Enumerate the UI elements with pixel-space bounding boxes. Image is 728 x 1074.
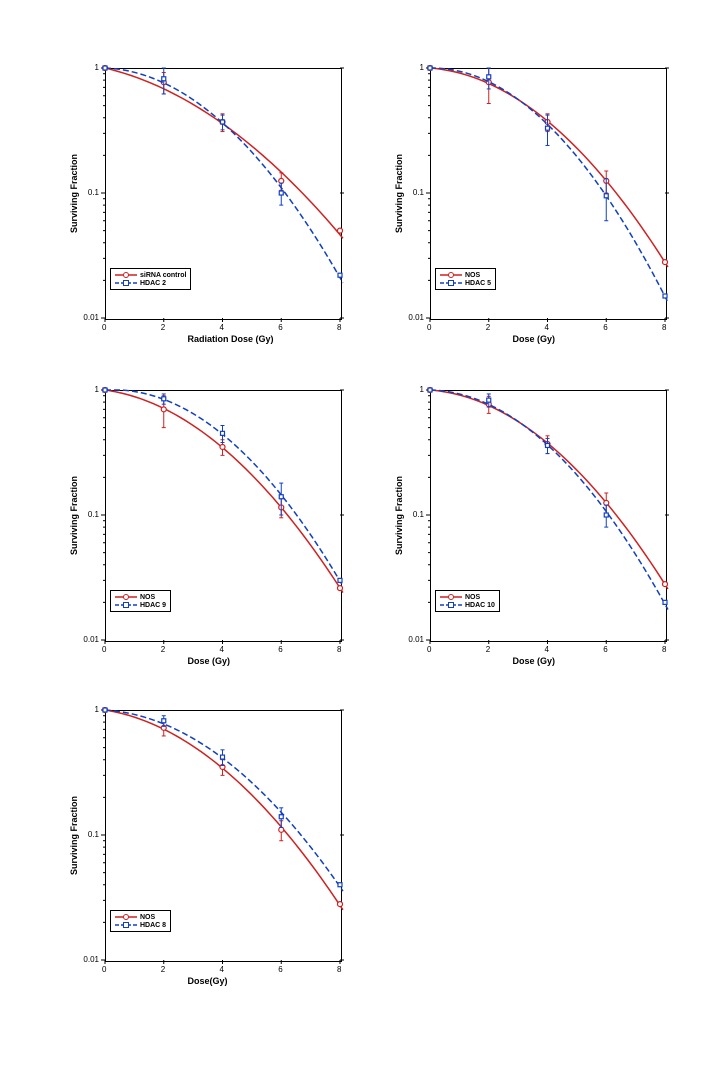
legend-label: HDAC 10 xyxy=(465,602,495,609)
chart-2: 0.010.1102468Surviving FractionDose (Gy)… xyxy=(55,380,355,660)
legend-item: NOS xyxy=(440,271,491,279)
chart-svg xyxy=(380,58,680,338)
legend: NOSHDAC 8 xyxy=(110,910,171,932)
legend-item: HDAC 9 xyxy=(115,601,166,609)
legend: NOSHDAC 10 xyxy=(435,590,500,612)
chart-4: 0.010.1102468Surviving FractionDose(Gy)N… xyxy=(55,700,355,980)
x-axis-label: Dose (Gy) xyxy=(513,656,556,666)
legend-item: HDAC 8 xyxy=(115,921,166,929)
legend: siRNA controlHDAC 2 xyxy=(110,268,191,290)
chart-0: 0.010.1102468Surviving FractionRadiation… xyxy=(55,58,355,338)
legend-label: NOS xyxy=(140,914,155,921)
x-axis-label: Dose (Gy) xyxy=(513,334,556,344)
x-axis-label: Dose (Gy) xyxy=(188,656,231,666)
legend-label: HDAC 9 xyxy=(140,602,166,609)
legend-item: NOS xyxy=(115,913,166,921)
legend-label: HDAC 2 xyxy=(140,280,166,287)
chart-svg xyxy=(55,58,355,338)
legend-item: HDAC 5 xyxy=(440,279,491,287)
legend-label: HDAC 8 xyxy=(140,922,166,929)
y-axis-label: Surviving Fraction xyxy=(394,476,404,555)
chart-3: 0.010.1102468Surviving FractionDose (Gy)… xyxy=(380,380,680,660)
x-axis-label: Dose(Gy) xyxy=(188,976,228,986)
chart-1: 0.010.1102468Surviving FractionDose (Gy)… xyxy=(380,58,680,338)
y-axis-label: Surviving Fraction xyxy=(69,476,79,555)
legend: NOSHDAC 5 xyxy=(435,268,496,290)
y-axis-label: Surviving Fraction xyxy=(394,154,404,233)
legend-item: HDAC 10 xyxy=(440,601,495,609)
y-axis-label: Surviving Fraction xyxy=(69,796,79,875)
legend: NOSHDAC 9 xyxy=(110,590,171,612)
legend-label: siRNA control xyxy=(140,272,186,279)
chart-svg xyxy=(55,700,355,980)
legend-label: HDAC 5 xyxy=(465,280,491,287)
chart-svg xyxy=(55,380,355,660)
legend-label: NOS xyxy=(465,594,480,601)
legend-item: HDAC 2 xyxy=(115,279,186,287)
x-axis-label: Radiation Dose (Gy) xyxy=(188,334,274,344)
y-axis-label: Surviving Fraction xyxy=(69,154,79,233)
legend-item: NOS xyxy=(440,593,495,601)
legend-label: NOS xyxy=(465,272,480,279)
chart-svg xyxy=(380,380,680,660)
legend-label: NOS xyxy=(140,594,155,601)
legend-item: siRNA control xyxy=(115,271,186,279)
legend-item: NOS xyxy=(115,593,166,601)
